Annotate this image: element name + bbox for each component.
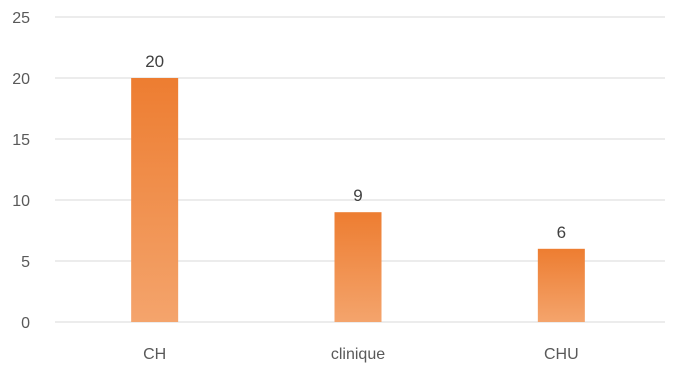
x-tick-label-CH: CH bbox=[143, 346, 166, 363]
bar-clinique bbox=[334, 212, 382, 322]
y-tick-label-5: 5 bbox=[21, 254, 30, 271]
data-label-CH: 20 bbox=[145, 52, 164, 71]
x-tick-label-CHU: CHU bbox=[544, 346, 579, 363]
bars bbox=[131, 78, 585, 322]
bar-CHU bbox=[537, 248, 585, 322]
y-tick-label-20: 20 bbox=[12, 71, 30, 88]
y-tick-label-25: 25 bbox=[12, 10, 30, 27]
x-axis-tick-labels: CH clinique CHU bbox=[143, 346, 579, 363]
x-tick-label-clinique: clinique bbox=[331, 346, 385, 363]
y-tick-label-15: 15 bbox=[12, 132, 30, 149]
data-label-clinique: 9 bbox=[353, 186, 362, 205]
y-tick-label-0: 0 bbox=[21, 315, 30, 332]
y-tick-label-10: 10 bbox=[12, 193, 30, 210]
y-axis-tick-labels: 0 5 10 15 20 25 bbox=[12, 10, 30, 332]
bar-CH bbox=[131, 78, 179, 322]
data-label-CHU: 6 bbox=[557, 223, 566, 242]
